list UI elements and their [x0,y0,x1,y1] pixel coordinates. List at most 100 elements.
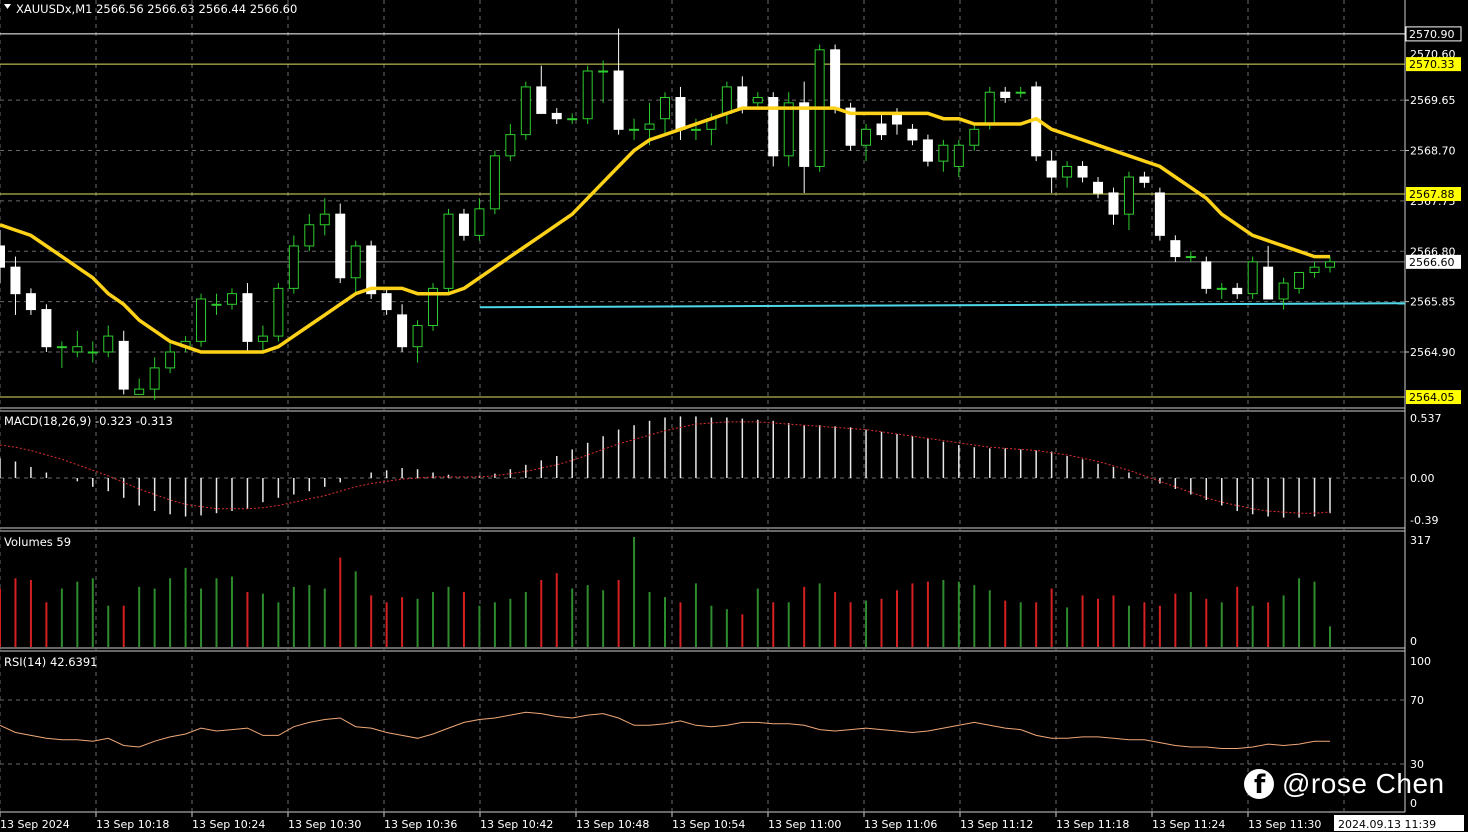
macd-signal-line [0,421,1331,514]
candle-bull [1015,91,1026,94]
time-tick-label: 13 Sep 11:12 [960,818,1033,831]
price-level-label: 2567.88 [1409,188,1455,201]
time-tick-label: 13 Sep 11:00 [768,818,841,831]
candle-bull [644,123,655,130]
candle-bull [1123,176,1134,215]
horizontal-levels[interactable] [0,33,1405,398]
candle-bear [10,266,21,295]
facebook-icon: f [1244,769,1274,800]
panel-frames [0,0,1406,813]
candle-bull [489,155,500,210]
macd-title: MACD(18,26,9) -0.323 -0.313 [4,414,173,428]
candle-bear [922,139,933,162]
candle-bull [783,102,794,157]
candle-bull [969,128,980,146]
candle-bull [582,70,593,120]
candle-bear [381,293,392,311]
rsi-tick-label: 30 [1410,758,1424,771]
candle-bull [350,245,361,279]
candle-bull [134,388,145,395]
current-time-label: 2024.09.13 11:39 [1338,818,1436,831]
time-tick-label: 13 Sep 11:24 [1152,818,1225,831]
time-tick-label: 13 Sep 10:36 [384,818,457,831]
candle-bull [1278,282,1289,300]
candle-bear [242,293,253,342]
cyan-trend-line[interactable] [479,302,1406,309]
candle-bear [1077,165,1088,178]
candle-bull [953,144,964,167]
macd-tick-label: 0.00 [1410,472,1435,485]
candle-bear [41,309,52,348]
candle-bull [660,97,670,120]
price-level-label: 2570.90 [1409,28,1455,41]
candle-bull [984,91,995,125]
price-tick-label: 2569.65 [1410,94,1456,107]
candle-bear [845,107,856,146]
price-level-box [1406,57,1461,72]
current-price-box [1406,254,1461,269]
candle-bear [551,112,562,120]
candle-bull [721,86,732,114]
candle-bear [675,97,686,130]
candle-bear [876,123,887,136]
candle-bull [1185,256,1196,259]
volume-title: Volumes 59 [4,535,71,549]
candle-bear [1046,160,1057,178]
current-price-label: 2566.60 [1409,256,1455,269]
candlestick-series[interactable] [0,28,1335,400]
candle-bull [428,287,439,326]
time-tick-label: 13 Sep 10:54 [672,818,745,831]
symbol-header: XAUUSDx,M1 2566.56 2566.63 2566.44 2566.… [16,2,297,16]
triangle-down-icon[interactable] [4,4,11,9]
panel-separator [0,527,1406,532]
time-tick-label: 13 Sep 11:30 [1248,818,1321,831]
time-tick-label: 13 Sep 2024 [0,818,70,831]
candle-bull [1294,271,1305,289]
candle-bull [87,351,98,354]
candle-bear [458,213,469,236]
candle-bear [907,128,918,141]
price-level-label: 2564.05 [1409,391,1455,404]
candle-bear [335,213,346,279]
watermark-text: @rose Chen [1282,768,1445,799]
candle-bull [273,287,284,337]
time-tick-label: 13 Sep 10:48 [576,818,649,831]
panel-separator [0,407,1406,412]
candle-bull [1325,261,1335,268]
candle-bull [288,245,299,289]
macd-histogram[interactable] [0,416,1331,518]
candle-bear [799,102,810,167]
time-tick-label: 13 Sep 11:06 [864,818,937,831]
candle-bear [366,245,377,295]
candle-bull [211,303,222,306]
moving-average-line[interactable] [0,106,1330,354]
candle-bear [1170,240,1181,258]
volume-tick-label: 0 [1410,635,1417,648]
candle-bull [1062,165,1073,178]
volume-bars[interactable] [0,536,1331,647]
candle-bull [257,335,268,342]
candle-bull [165,351,176,369]
rsi-line[interactable] [0,711,1330,749]
candle-bull [1216,287,1227,290]
candle-bull [938,144,949,162]
rsi-polyline [0,711,1330,749]
watermark: f @rose Chen [1244,764,1464,804]
candle-bull [149,367,160,390]
macd-tick-label: 0.537 [1410,412,1442,425]
candle-bear [613,70,624,130]
candle-bear [25,293,36,311]
candle-bear [1108,192,1119,215]
time-tick-label: 13 Sep 11:18 [1056,818,1129,831]
candle-bull [598,70,609,73]
candle-bear [1154,192,1165,236]
cyan-line [479,302,1406,309]
ma-polyline [0,106,1330,354]
price-tick-label: 2564.90 [1410,346,1456,359]
rsi-tick-label: 70 [1410,694,1424,707]
candle-bear [0,245,5,268]
candle-bull [474,208,485,236]
candle-bear [118,340,129,390]
price-tick-label: 2568.70 [1410,145,1456,158]
